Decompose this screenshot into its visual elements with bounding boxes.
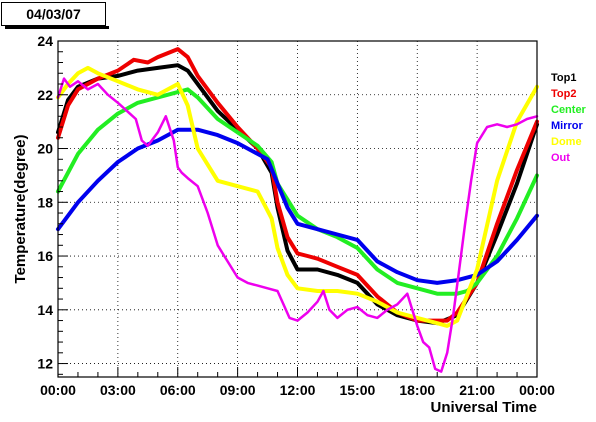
series-line-mirror xyxy=(56,127,539,285)
x-tick-label: 03:00 xyxy=(100,382,136,398)
series-line-out xyxy=(56,77,539,373)
legend: Top1 Top2 Center Mirror Dome Out xyxy=(551,72,587,164)
series-line-dome xyxy=(56,65,539,328)
y-tick-label: 18 xyxy=(37,194,53,210)
x-axis-title: Universal Time xyxy=(431,399,537,416)
y-tick-label: 20 xyxy=(37,141,53,157)
legend-item-dome: Dome xyxy=(551,136,582,148)
x-tick-label: 12:00 xyxy=(280,382,316,398)
x-tick-label: 06:00 xyxy=(160,382,196,398)
y-tick-label: 16 xyxy=(37,248,53,264)
x-tick-label: 00:00 xyxy=(519,382,555,398)
axis-ticks: 00:00 03:00 06:00 09:00 12:00 15:00 18:00 21:00… xyxy=(37,33,555,398)
x-tick-label: 15:00 xyxy=(339,382,375,398)
y-tick-label: 22 xyxy=(37,87,53,103)
legend-item-mirror: Mirror xyxy=(551,120,584,132)
series-line-top2 xyxy=(56,47,539,323)
y-tick-label: 24 xyxy=(37,33,53,49)
series-lines xyxy=(56,47,539,373)
series-line-top1 xyxy=(56,63,539,326)
x-tick-label: 18:00 xyxy=(399,382,435,398)
legend-item-top2: Top2 xyxy=(551,88,576,100)
date-label: 04/03/07 xyxy=(1,2,109,29)
x-tick-label: 09:00 xyxy=(220,382,256,398)
y-axis-title: Temperature(degree) xyxy=(12,135,29,284)
x-tick-label: 21:00 xyxy=(459,382,495,398)
legend-item-center: Center xyxy=(551,104,587,116)
grid-lines xyxy=(58,41,537,377)
x-tick-label: 00:00 xyxy=(40,382,76,398)
legend-item-out: Out xyxy=(551,152,570,164)
y-tick-label: 12 xyxy=(37,356,53,372)
series-line-center xyxy=(56,87,539,296)
legend-item-top1: Top1 xyxy=(551,72,576,84)
y-tick-label: 14 xyxy=(37,302,53,318)
